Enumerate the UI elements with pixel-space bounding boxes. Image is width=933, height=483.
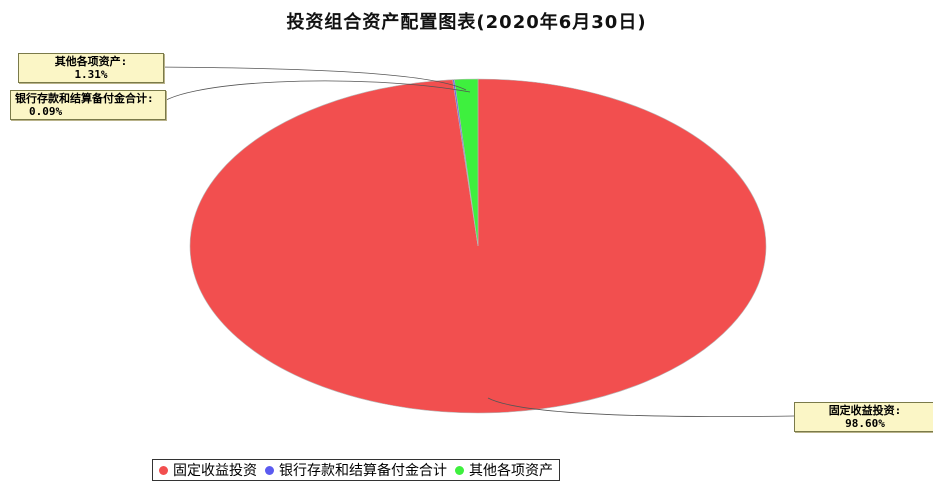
legend-label: 其他各项资产	[469, 463, 553, 479]
leader-line-fixed-income	[487, 397, 795, 417]
callout-value: 98.60%	[845, 417, 885, 430]
leader-line-bank-deposits	[156, 80, 471, 109]
legend-marker	[159, 465, 168, 475]
callout-value: 1.31%	[74, 68, 108, 81]
legend-item-other-assets: 其他各项资产	[455, 460, 553, 480]
callout-other-assets: 其他各项资产: 1.31%	[18, 53, 164, 83]
legend-item-fixed-income: 固定收益投资	[159, 460, 257, 480]
legend-item-bank-deposits: 银行存款和结算备付金合计	[265, 460, 447, 480]
slice-other-assets	[453, 78, 479, 247]
callout-fixed-income: 固定收益投资: 98.60%	[794, 402, 933, 432]
legend-marker	[265, 465, 274, 475]
callout-bank-deposits: 银行存款和结算备付金合计: 0.09%	[10, 90, 166, 120]
callout-label: 其他各项资产:	[54, 55, 128, 68]
legend-marker	[455, 465, 464, 475]
leader-line-other-assets	[154, 66, 467, 91]
chart-title: 投资组合资产配置图表(2020年6月30日)	[286, 12, 647, 33]
callout-label: 固定收益投资:	[828, 404, 902, 417]
legend-label: 固定收益投资	[173, 463, 257, 479]
legend: 固定收益投资 银行存款和结算备付金合计 其他各项资产	[152, 459, 560, 481]
callout-value: 0.09%	[29, 105, 63, 118]
legend-label: 银行存款和结算备付金合计	[279, 463, 447, 479]
callout-label: 银行存款和结算备付金合计:	[15, 92, 154, 105]
